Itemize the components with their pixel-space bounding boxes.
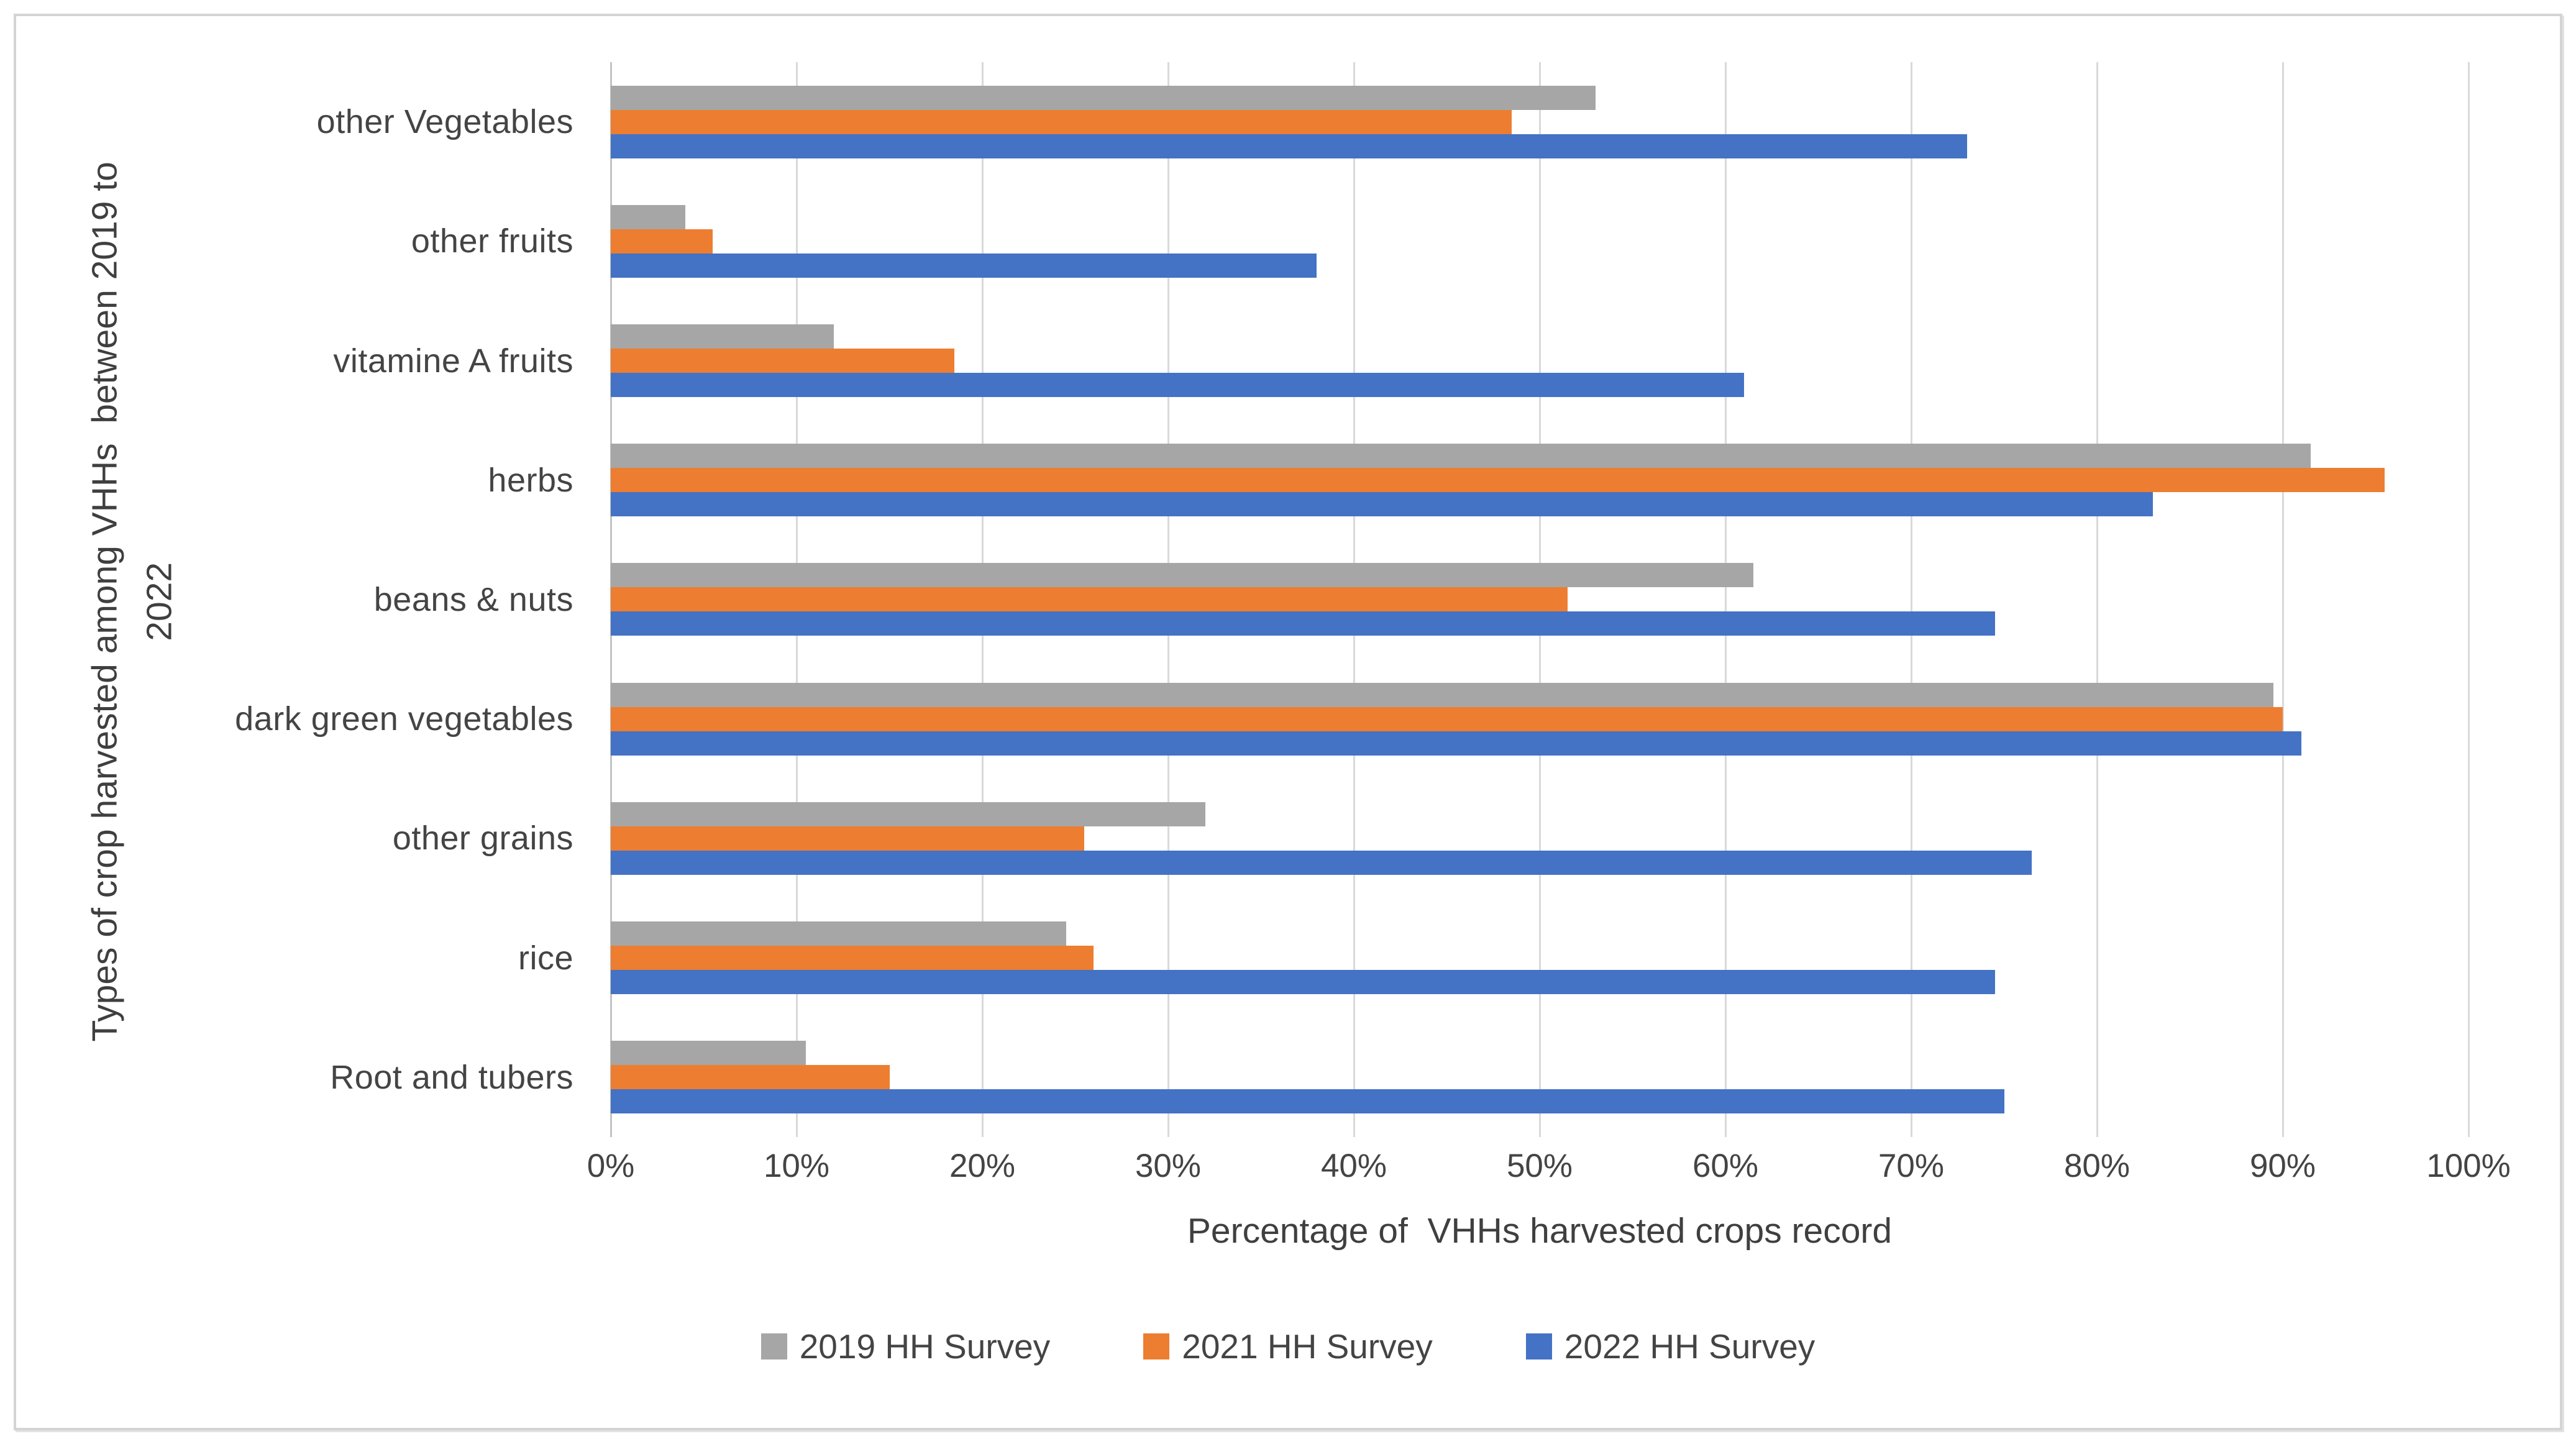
bar-group [611, 1018, 2469, 1137]
legend-label: 2019 HH Survey [799, 1327, 1051, 1366]
x-tick-label: 50% [1506, 1148, 1573, 1184]
gridline [2468, 62, 2470, 1137]
bar [611, 349, 955, 373]
category-label: dark green vegetables [235, 700, 573, 738]
bars-layer [611, 62, 2469, 1137]
bar [611, 229, 713, 254]
bar [611, 682, 2274, 707]
legend-swatch-icon [760, 1333, 787, 1359]
legend-item: 2019 HH Survey [760, 1327, 1051, 1366]
bar-group [611, 62, 2469, 181]
bar-group [611, 181, 2469, 301]
x-tick-label: 90% [2249, 1148, 2316, 1184]
x-tick-label: 30% [1135, 1148, 1202, 1184]
bar [611, 468, 2385, 493]
legend-swatch-icon [1143, 1333, 1170, 1359]
gridline [2096, 62, 2098, 1137]
bar [611, 731, 2301, 756]
category-label: other grains [392, 820, 573, 857]
category-label: Root and tubers [330, 1058, 573, 1096]
x-tick-label: 60% [1692, 1148, 1759, 1184]
bar [611, 444, 2311, 468]
category-label: vitamine A fruits [333, 342, 573, 380]
x-tick-label: 10% [763, 1148, 830, 1184]
category-label: rice [518, 939, 573, 977]
bar-group [611, 540, 2469, 659]
category-label: other fruits [411, 222, 573, 260]
bar [611, 587, 1568, 612]
gridline [1725, 62, 1727, 1137]
bar [611, 492, 2153, 517]
legend-swatch-icon [1525, 1333, 1552, 1359]
bar [611, 373, 1744, 398]
bar [611, 850, 2032, 875]
bar [611, 1065, 890, 1090]
bar-group [611, 898, 2469, 1018]
x-tick-label: 80% [2063, 1148, 2131, 1184]
x-axis-tick-labels: 0% 10% 20% 30% 40% 50% 60% 70% 80% 90% 100% [587, 1147, 2511, 1190]
x-tick-label: 70% [1878, 1148, 1945, 1184]
bar-group [611, 301, 2469, 420]
bar [611, 970, 1995, 995]
gridline [1911, 62, 1912, 1137]
x-tick-label: 100% [2426, 1148, 2511, 1184]
bar [611, 563, 1753, 588]
category-axis-labels: other Vegetables other fruits vitamine A f… [0, 62, 592, 1137]
legend-label: 2021 HH Survey [1182, 1327, 1433, 1366]
bar [611, 134, 1967, 158]
legend-item: 2021 HH Survey [1143, 1327, 1433, 1366]
bar [611, 85, 1596, 110]
x-axis-title: Percentage of VHHs harvested crops recor… [1187, 1211, 1893, 1251]
legend-item: 2022 HH Survey [1525, 1327, 1816, 1366]
bar-group [611, 659, 2469, 779]
bar [611, 802, 1205, 826]
bar-group [611, 421, 2469, 540]
bar [611, 611, 1995, 636]
x-tick-label: 20% [949, 1148, 1016, 1184]
bar [611, 253, 1317, 278]
bar [611, 706, 2283, 731]
category-label: beans & nuts [373, 580, 573, 618]
bar [611, 1089, 2004, 1114]
bar [611, 324, 834, 349]
bar-group [611, 779, 2469, 898]
bar [611, 921, 1066, 946]
category-label: herbs [488, 461, 573, 499]
category-label: other Vegetables [316, 103, 573, 141]
x-tick-label: 40% [1320, 1148, 1387, 1184]
bar [611, 826, 1085, 851]
bar [611, 1041, 806, 1066]
bar [611, 204, 685, 229]
legend: 2019 HH Survey 2021 HH Survey 2022 HH Surv… [0, 1327, 2576, 1366]
bar [611, 109, 1512, 134]
gridline [2282, 62, 2284, 1137]
bar [611, 946, 1094, 971]
legend-label: 2022 HH Survey [1564, 1327, 1816, 1366]
x-tick-label: 0% [587, 1148, 635, 1184]
plot-area [610, 62, 2470, 1137]
